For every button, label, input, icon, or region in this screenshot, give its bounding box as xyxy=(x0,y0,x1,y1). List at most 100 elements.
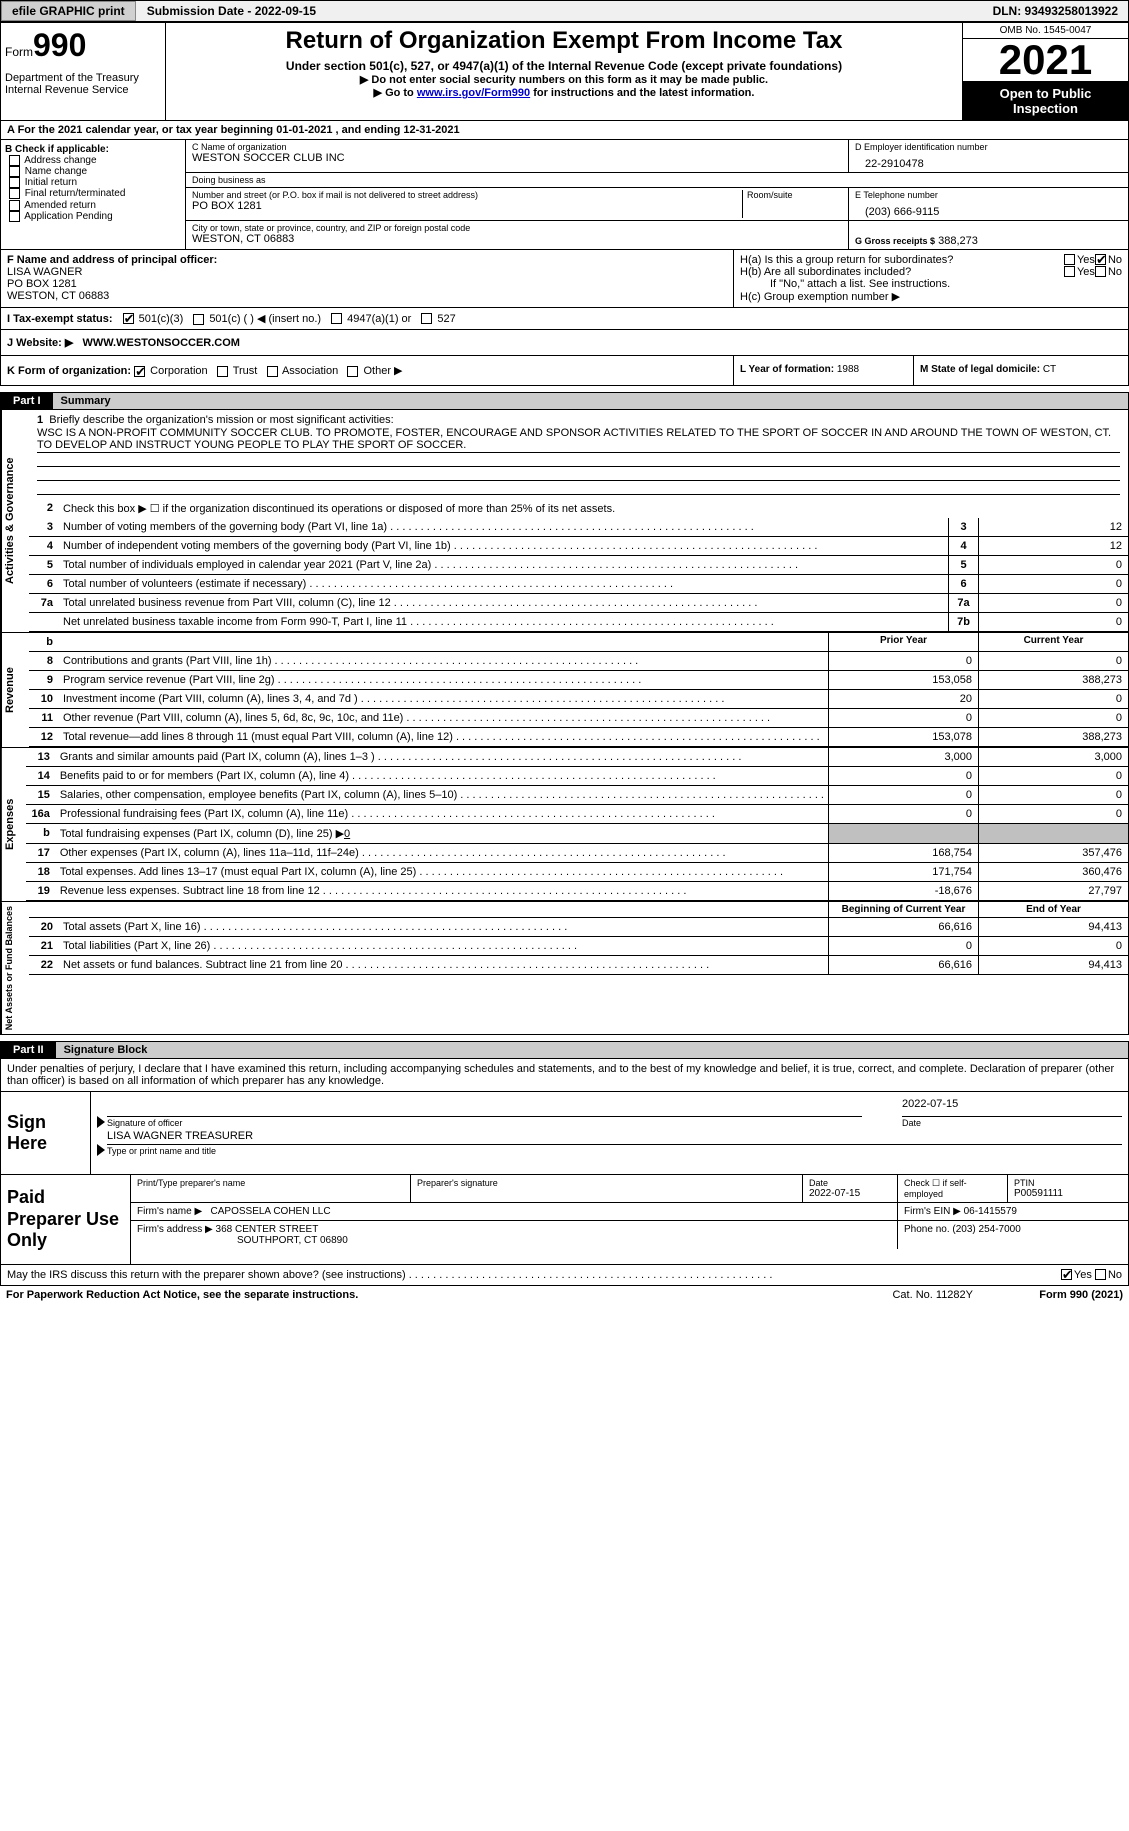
prior-year-value: 3,000 xyxy=(828,748,978,766)
open-to-public: Open to Public Inspection xyxy=(963,82,1128,120)
dln: DLN: 93493258013922 xyxy=(983,2,1128,20)
tax-year: 2021 xyxy=(963,39,1128,82)
summary-line: Total liabilities (Part X, line 26) xyxy=(59,937,828,955)
sign-here-label: Sign Here xyxy=(1,1092,91,1174)
summary-line: Salaries, other compensation, employee b… xyxy=(56,786,828,804)
org-name: WESTON SOCCER CLUB INC xyxy=(192,152,842,164)
part-ii-header: Part IISignature Block xyxy=(0,1041,1129,1059)
current-year-value: 0 xyxy=(978,767,1128,785)
section-k: K Form of organization: Corporation Trus… xyxy=(1,356,733,385)
efile-button[interactable]: efile GRAPHIC print xyxy=(1,1,136,21)
section-h: H(a) Is this a group return for subordin… xyxy=(733,250,1128,307)
topbar: efile GRAPHIC print Submission Date - 20… xyxy=(0,0,1129,22)
summary-line: Total number of volunteers (estimate if … xyxy=(59,575,948,593)
cb-501c3[interactable] xyxy=(123,313,134,324)
cb-final-return[interactable]: Final return/terminated xyxy=(5,188,181,199)
name-title-field: Type or print name and title xyxy=(107,1144,1122,1156)
self-employed-check[interactable]: Check ☐ if self-employed xyxy=(904,1178,1001,1199)
prior-year-value: 0 xyxy=(828,652,978,670)
firm-phone: (203) 254-7000 xyxy=(952,1224,1020,1235)
summary-line: Number of voting members of the governin… xyxy=(59,518,948,536)
summary-line: Net unrelated business taxable income fr… xyxy=(59,613,948,631)
part-i-header: Part ISummary xyxy=(0,392,1129,410)
prior-year-value: 66,616 xyxy=(828,918,978,936)
summary-line: Total number of individuals employed in … xyxy=(59,556,948,574)
summary-line: Total unrelated business revenue from Pa… xyxy=(59,594,948,612)
summary-line: Grants and similar amounts paid (Part IX… xyxy=(56,748,828,766)
tab-revenue: Revenue xyxy=(1,633,29,747)
cb-discuss-no[interactable] xyxy=(1095,1269,1106,1280)
officer-name: LISA WAGNER TREASURER xyxy=(97,1130,1122,1144)
form-number: Form990 xyxy=(5,27,161,64)
section-f: F Name and address of principal officer:… xyxy=(1,250,733,307)
hdr-end: End of Year xyxy=(978,902,1128,917)
cb-501c[interactable] xyxy=(193,314,204,325)
summary-line: Benefits paid to or for members (Part IX… xyxy=(56,767,828,785)
submission-date: Submission Date - 2022-09-15 xyxy=(137,2,326,20)
tab-expenses: Expenses xyxy=(1,748,26,901)
prior-year-value: 0 xyxy=(828,805,978,823)
cb-initial-return[interactable]: Initial return xyxy=(5,177,181,188)
hdr-beginning: Beginning of Current Year xyxy=(828,902,978,917)
summary-line: Professional fundraising fees (Part IX, … xyxy=(56,805,828,823)
cb-application-pending[interactable]: Application Pending xyxy=(5,211,181,222)
cb-4947[interactable] xyxy=(331,313,342,324)
summary-line: Number of independent voting members of … xyxy=(59,537,948,555)
current-year-value: 0 xyxy=(978,937,1128,955)
cb-address-change[interactable]: Address change xyxy=(5,155,181,166)
cb-discuss-yes[interactable] xyxy=(1061,1269,1072,1280)
summary-line: Revenue less expenses. Subtract line 18 … xyxy=(56,882,828,900)
section-l: L Year of formation: 1988 xyxy=(733,356,913,385)
city-value: WESTON, CT 06883 xyxy=(192,233,842,245)
ptin-value: P00591111 xyxy=(1014,1188,1122,1199)
hdr-current-year: Current Year xyxy=(978,633,1128,651)
firm-address: 368 CENTER STREET xyxy=(216,1224,319,1235)
current-year-value: 388,273 xyxy=(978,728,1128,746)
current-year-value: 360,476 xyxy=(978,863,1128,881)
gross-receipts-value: 388,273 xyxy=(938,235,978,247)
firm-name: CAPOSSELA COHEN LLC xyxy=(211,1206,331,1217)
summary-line: Total assets (Part X, line 16) xyxy=(59,918,828,936)
summary-line: Net assets or fund balances. Subtract li… xyxy=(59,956,828,974)
room-label: Room/suite xyxy=(747,190,842,200)
current-year-value: 94,413 xyxy=(978,956,1128,974)
cb-527[interactable] xyxy=(421,313,432,324)
prior-year-value: 168,754 xyxy=(828,844,978,862)
current-year-value: 357,476 xyxy=(978,844,1128,862)
summary-line: Contributions and grants (Part VIII, lin… xyxy=(59,652,828,670)
mission-block: 1 Briefly describe the organization's mi… xyxy=(29,410,1128,499)
prior-year-value: 171,754 xyxy=(828,863,978,881)
dba-label: Doing business as xyxy=(192,175,842,185)
current-year-value: 0 xyxy=(978,690,1128,708)
sig-date-value: 2022-07-15 xyxy=(902,1098,1122,1116)
org-name-label: C Name of organization xyxy=(192,142,842,152)
addr-label: Number and street (or P.O. box if mail i… xyxy=(192,190,742,200)
current-year-value: 27,797 xyxy=(978,882,1128,900)
header-subtitle-2: ▶ Do not enter social security numbers o… xyxy=(170,73,958,86)
summary-line: Total revenue—add lines 8 through 11 (mu… xyxy=(59,728,828,746)
cb-corporation[interactable] xyxy=(134,366,145,377)
cb-other[interactable] xyxy=(347,366,358,377)
form-header: Form990 Department of the Treasury Inter… xyxy=(0,22,1129,121)
mission-text: WSC IS A NON-PROFIT COMMUNITY SOCCER CLU… xyxy=(37,426,1120,453)
cb-association[interactable] xyxy=(267,366,278,377)
header-subtitle-1: Under section 501(c), 527, or 4947(a)(1)… xyxy=(170,59,958,73)
form-title: Return of Organization Exempt From Incom… xyxy=(170,27,958,55)
prior-year-value: 0 xyxy=(828,709,978,727)
cb-name-change[interactable]: Name change xyxy=(5,166,181,177)
prior-year-value: 153,078 xyxy=(828,728,978,746)
cb-trust[interactable] xyxy=(217,366,228,377)
ein-value: 22-2910478 xyxy=(855,152,1122,170)
section-b: B Check if applicable: Address change Na… xyxy=(1,140,186,249)
summary-line: Investment income (Part VIII, column (A)… xyxy=(59,690,828,708)
dept-label: Department of the Treasury Internal Reve… xyxy=(5,64,161,96)
city-label: City or town, state or province, country… xyxy=(192,223,842,233)
current-year-value: 0 xyxy=(978,652,1128,670)
current-year-value: 0 xyxy=(978,786,1128,804)
prior-year-value: 153,058 xyxy=(828,671,978,689)
signature-field[interactable]: Signature of officer xyxy=(107,1116,862,1128)
cb-amended-return[interactable]: Amended return xyxy=(5,200,181,211)
firm-ein: 06-1415579 xyxy=(964,1206,1017,1217)
summary-line: Program service revenue (Part VIII, line… xyxy=(59,671,828,689)
irs-link[interactable]: www.irs.gov/Form990 xyxy=(417,87,530,99)
